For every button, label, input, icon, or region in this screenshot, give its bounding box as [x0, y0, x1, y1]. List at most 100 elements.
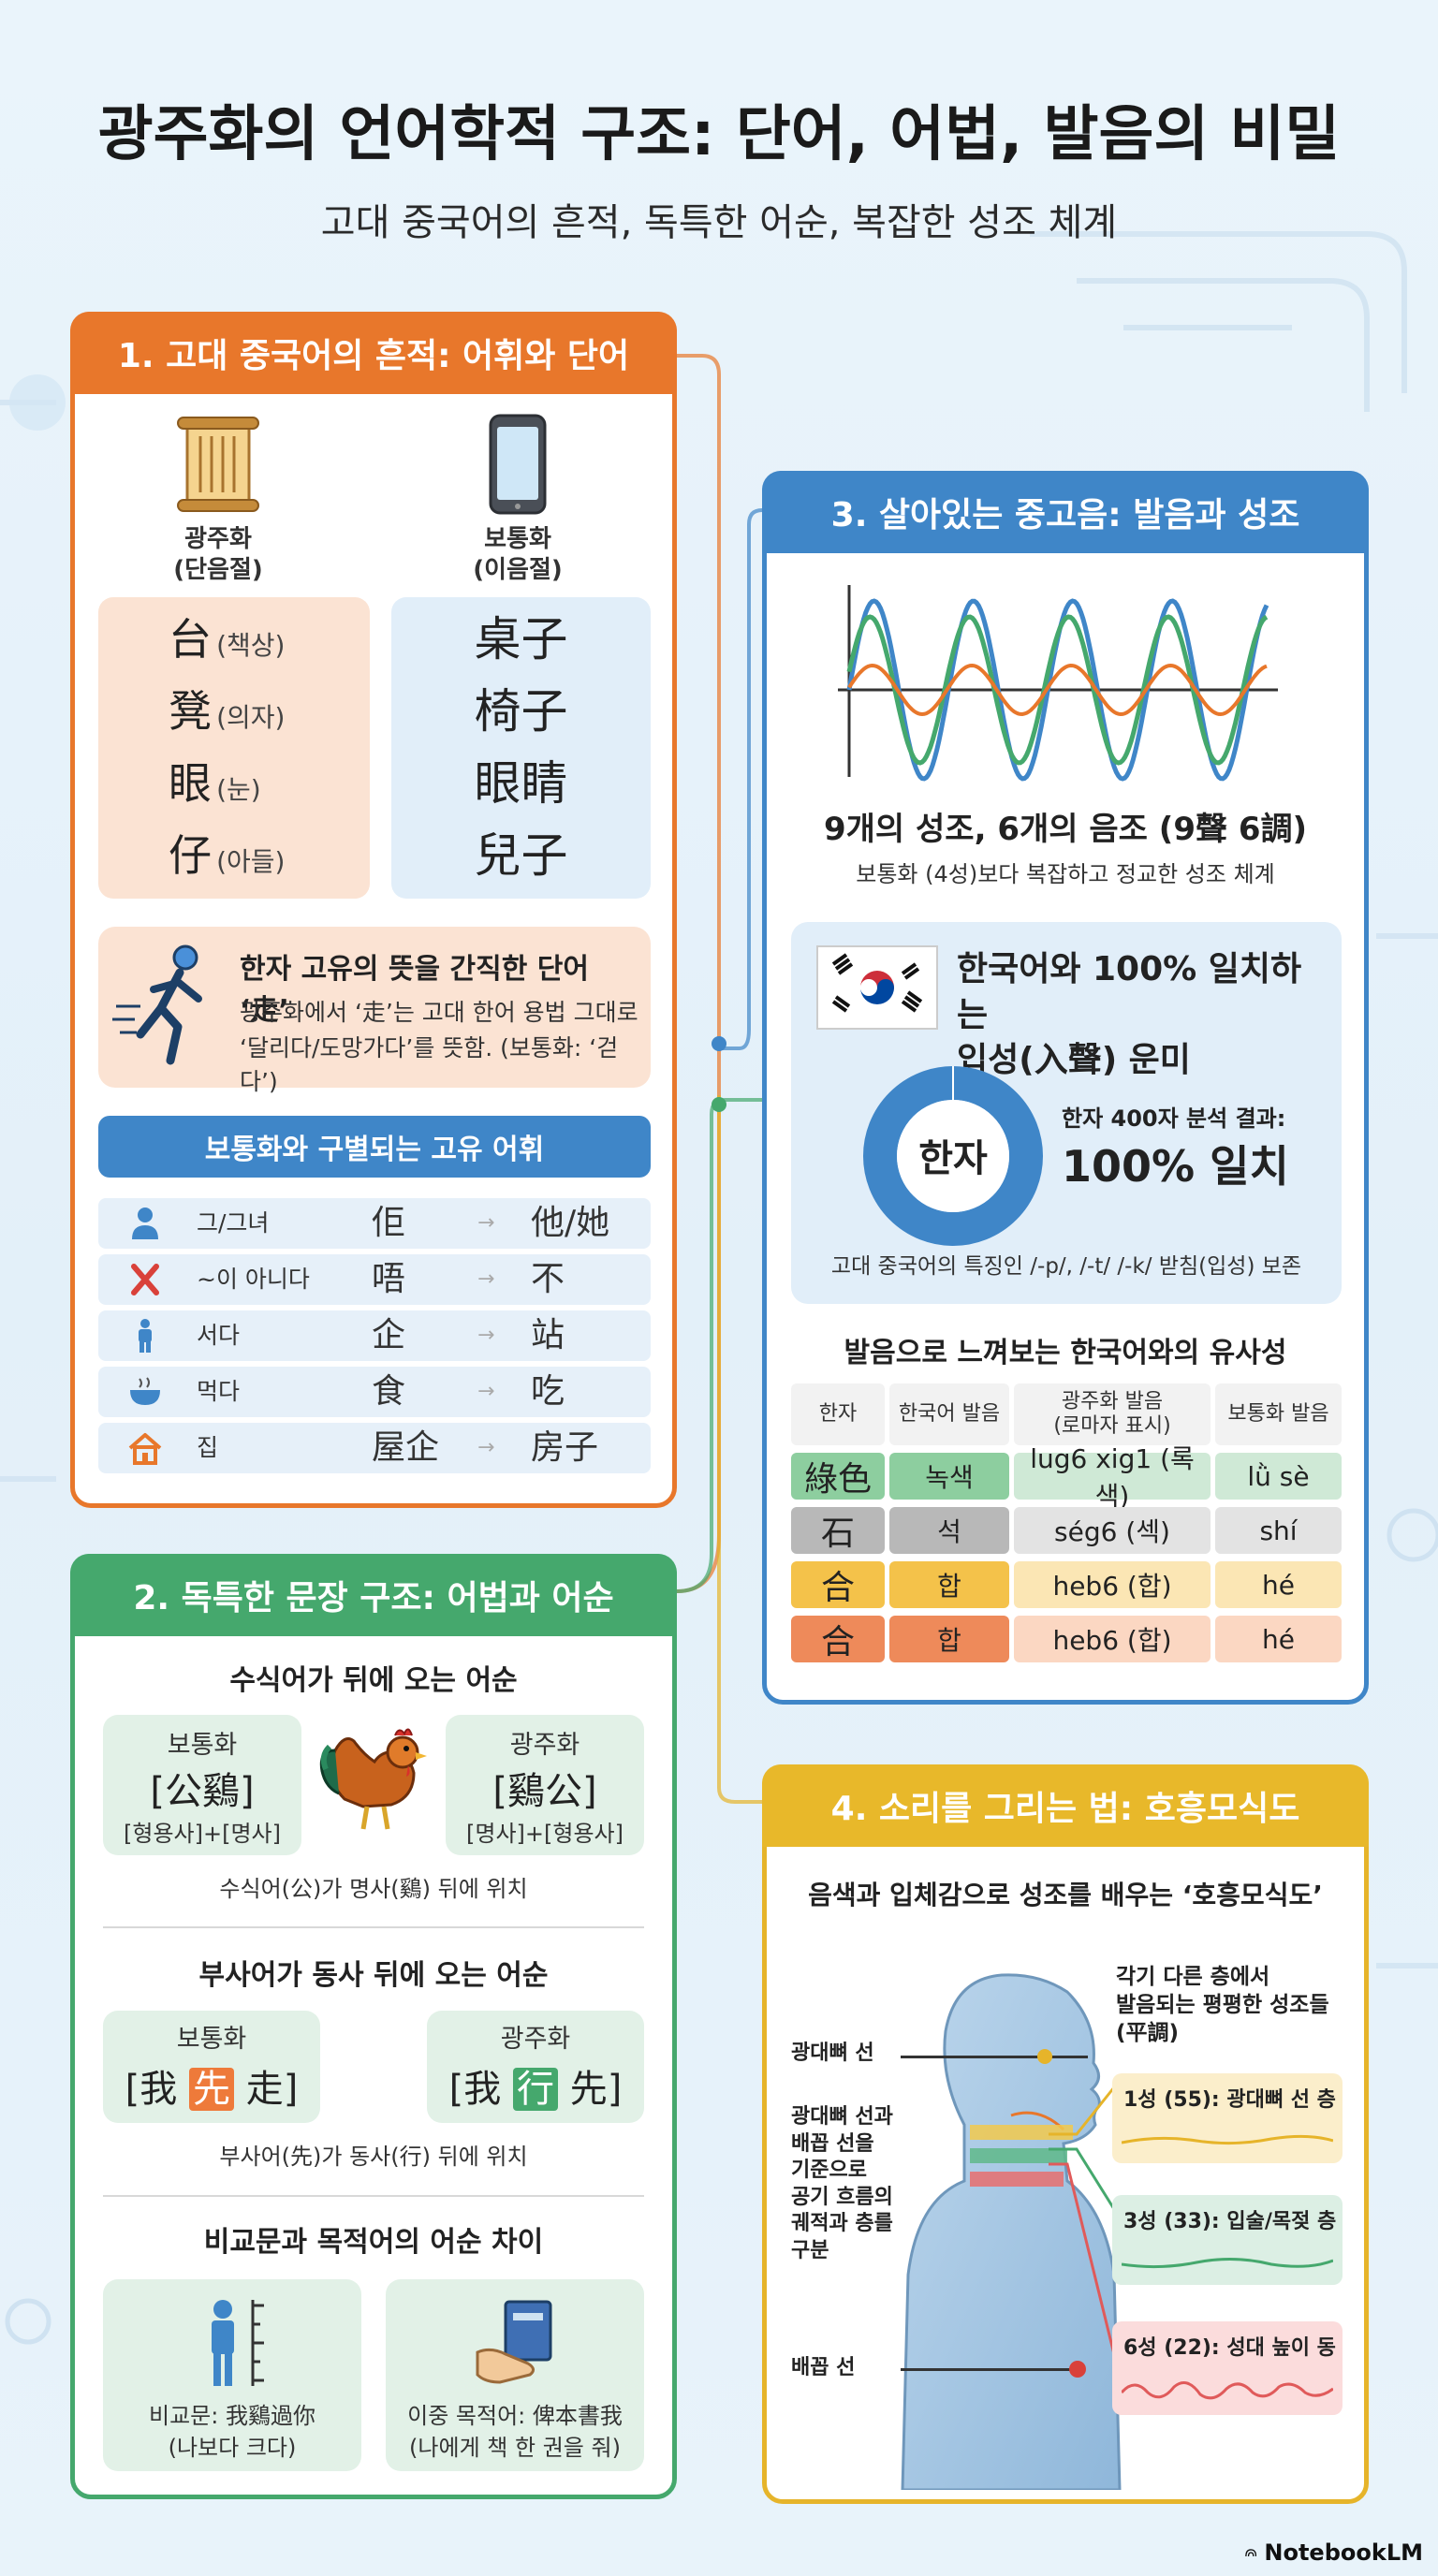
vocab-cantonese: 屋企 — [372, 1428, 440, 1467]
table-header-korean: 한국어 발음 — [889, 1383, 1009, 1445]
cross-icon — [131, 1264, 159, 1295]
comparison-box: 비교문: 我鷄過你 (나보다 크다) — [103, 2279, 361, 2471]
navel-marker — [1069, 2361, 1086, 2378]
similarity-table-title: 발음으로 느껴보는 한국어와의 유사성 — [844, 1337, 1287, 1369]
cantonese-modifier-box: 광주화 [鷄公] [명사]+[형용사] — [446, 1715, 644, 1855]
table-cell-cantonese: lug6 xig1 (록색) — [1014, 1443, 1211, 1512]
table-cell-korean: 합 — [889, 1616, 1009, 1662]
word-pair-3-mandarin: 眼睛 — [474, 756, 568, 811]
tone-connectors — [1049, 2086, 1116, 2355]
adverb-order-title: 부사어가 동사 뒤에 오는 어순 — [198, 1959, 549, 1992]
rooster-icon — [319, 1728, 427, 1830]
word-pair-2-cantonese: 凳 (의자) — [169, 686, 286, 737]
vocab-section-title: 보통화와 구별되는 고유 어휘 — [98, 1116, 651, 1178]
smartphone-icon — [489, 414, 547, 515]
table-cell-hanzi: 合 — [791, 1561, 885, 1608]
word-pair-3-cantonese: 眼 (눈) — [169, 758, 261, 809]
tone-contour-3 — [1122, 2381, 1333, 2400]
word-pair-2-mandarin: 椅子 — [474, 684, 568, 739]
tone-diagram-subtitle: 음색과 입체감으로 성조를 배우는 ‘호흥모식도’ — [808, 1880, 1323, 1910]
panel-vocabulary-title: 1. 고대 중국어의 흔적: 어휘와 단어 — [70, 312, 677, 394]
vocab-mandarin: 他/她 — [531, 1204, 610, 1242]
mandarin-modifier-box: 보통화 [公鷄] [형용사]+[명사] — [103, 1715, 301, 1855]
vocab-row: 서다 企 → 站 — [98, 1310, 651, 1361]
height-comparison-icon — [212, 2300, 264, 2386]
mandarin-disyllable-label: 보통화 (이음절) — [473, 525, 563, 584]
page-title: 광주화의 언어학적 구조: 단어, 어법, 발음의 비밀 — [97, 100, 1341, 169]
korean-match-title: 한국어와 100% 일치하는 입성(入聲) 운미 — [957, 950, 1302, 1080]
arrow-right-icon: → — [477, 1380, 495, 1403]
section-divider — [103, 2195, 644, 2197]
notebooklm-badge: NotebookLM — [1245, 2537, 1423, 2569]
table-cell-cantonese: heb6 (합) — [1014, 1616, 1211, 1662]
tone-box-3: 6성 (22): 성대 높이 동 — [1112, 2321, 1343, 2415]
book-in-hand-icon — [476, 2300, 552, 2384]
table-cell-korean: 녹색 — [889, 1453, 1009, 1500]
section-divider — [103, 1926, 644, 1928]
head-silhouette-diagram — [901, 1973, 1122, 2490]
word-pair-1-mandarin: 桌子 — [474, 612, 568, 666]
korean-flag-icon — [816, 945, 938, 1030]
flat-tones-note: 각기 다른 층에서 발음되는 평평한 성조들 (平調) — [1116, 1965, 1329, 2045]
vocab-meaning: 집 — [197, 1434, 219, 1461]
table-cell-cantonese: ség6 (섹) — [1014, 1507, 1211, 1554]
arrow-right-icon: → — [477, 1324, 495, 1347]
navel-line — [901, 2368, 1074, 2371]
cheekbone-line — [901, 2056, 1088, 2058]
vocab-meaning: 그/그녀 — [197, 1209, 270, 1237]
analysis-result-value: 100% 일치 — [1062, 1141, 1289, 1192]
brand-name: NotebookLM — [1264, 2539, 1423, 2566]
bowl-icon — [130, 1377, 160, 1405]
mandarin-adverb-box: 보통화 [我 先 走] — [103, 2011, 320, 2123]
tone-wave-graphic — [838, 585, 1278, 782]
scroll-icon — [177, 417, 259, 512]
tones-subtitle: 보통화 (4성)보다 복잡하고 정교한 성조 체계 — [856, 861, 1275, 887]
tones-title: 9개의 성조, 6개의 음조 (9聲 6調) — [823, 811, 1308, 848]
running-person-icon — [112, 944, 202, 1065]
table-cell-korean: 석 — [889, 1507, 1009, 1554]
cantonese-adverb-box: 광주화 [我 行 先] — [427, 2011, 644, 2123]
table-cell-korean: 합 — [889, 1561, 1009, 1608]
vocab-mandarin: 不 — [531, 1260, 565, 1298]
run-word-title: 한자 고유의 뜻을 간직한 단어 ‘走’ — [240, 953, 589, 1027]
cheekbone-line-label: 광대뼈 선 — [791, 2042, 874, 2065]
donut-center-label: 한자 — [918, 1137, 988, 1180]
word-pair-4-cantonese: 仔 (아들) — [169, 830, 286, 881]
cantonese-word-box — [98, 597, 370, 899]
vocab-cantonese: 企 — [372, 1316, 406, 1354]
table-cell-hanzi: 綠色 — [791, 1453, 885, 1500]
vocab-row: 집 屋企 → 房子 — [98, 1423, 651, 1473]
person-icon — [132, 1208, 158, 1239]
match-donut-chart — [863, 1066, 1043, 1246]
airflow-description: 광대뼈 선과 배꼽 선을 기준으로 공기 흐름의 궤적과 층를 구분 — [791, 2105, 893, 2262]
vocab-cantonese: 佢 — [372, 1204, 406, 1242]
mandarin-word-box — [391, 597, 651, 899]
tone-contour-1 — [1122, 2134, 1333, 2145]
tone-box-2: 3성 (33): 입술/목젖 층 — [1112, 2195, 1343, 2285]
vocab-meaning: 먹다 — [197, 1378, 241, 1405]
vocab-row: ~이 아니다 唔 → 不 — [98, 1254, 651, 1305]
vocab-mandarin: 房子 — [531, 1428, 599, 1467]
table-cell-mandarin: hé — [1215, 1616, 1342, 1662]
page-subtitle: 고대 중국어의 흔적, 독특한 어순, 복잡한 성조 체계 — [320, 201, 1118, 244]
vocab-cantonese: 唔 — [372, 1260, 406, 1298]
panel-pronunciation-title: 3. 살아있는 중고음: 발음과 성조 — [762, 471, 1369, 553]
panel-grammar-title: 2. 독특한 문장 구조: 어법과 어순 — [70, 1554, 677, 1636]
coda-preservation-note: 고대 중국어의 특징인 /-p/, /-t/ /-k/ 받침(입성) 보존 — [830, 1254, 1302, 1279]
arrow-right-icon: → — [477, 1211, 495, 1235]
notebooklm-logo-icon — [1245, 2549, 1257, 2556]
standing-person-icon — [139, 1319, 152, 1353]
arrow-right-icon: → — [477, 1267, 495, 1291]
vocab-meaning: 서다 — [197, 1322, 241, 1349]
vocab-row: 그/그녀 佢 → 他/她 — [98, 1198, 651, 1249]
adverb-order-note: 부사어(先)가 동사(行) 뒤에 위치 — [219, 2144, 528, 2170]
modifier-order-title: 수식어가 뒤에 오는 어순 — [229, 1664, 518, 1697]
vocab-mandarin: 站 — [531, 1316, 565, 1354]
table-cell-cantonese: heb6 (합) — [1014, 1561, 1211, 1608]
panel-vocabulary — [70, 312, 677, 1508]
double-object-box: 이중 목적어: 俾本書我 (나에게 책 한 권을 줘) — [386, 2279, 644, 2471]
analysis-result-label: 한자 400자 분석 결과: — [1062, 1105, 1286, 1132]
run-word-line-1: 광주화에서 ‘走’는 고대 한어 용법 그대로 — [240, 999, 638, 1026]
modifier-order-note: 수식어(公)가 명사(鷄) 뒤에 위치 — [219, 1876, 528, 1902]
